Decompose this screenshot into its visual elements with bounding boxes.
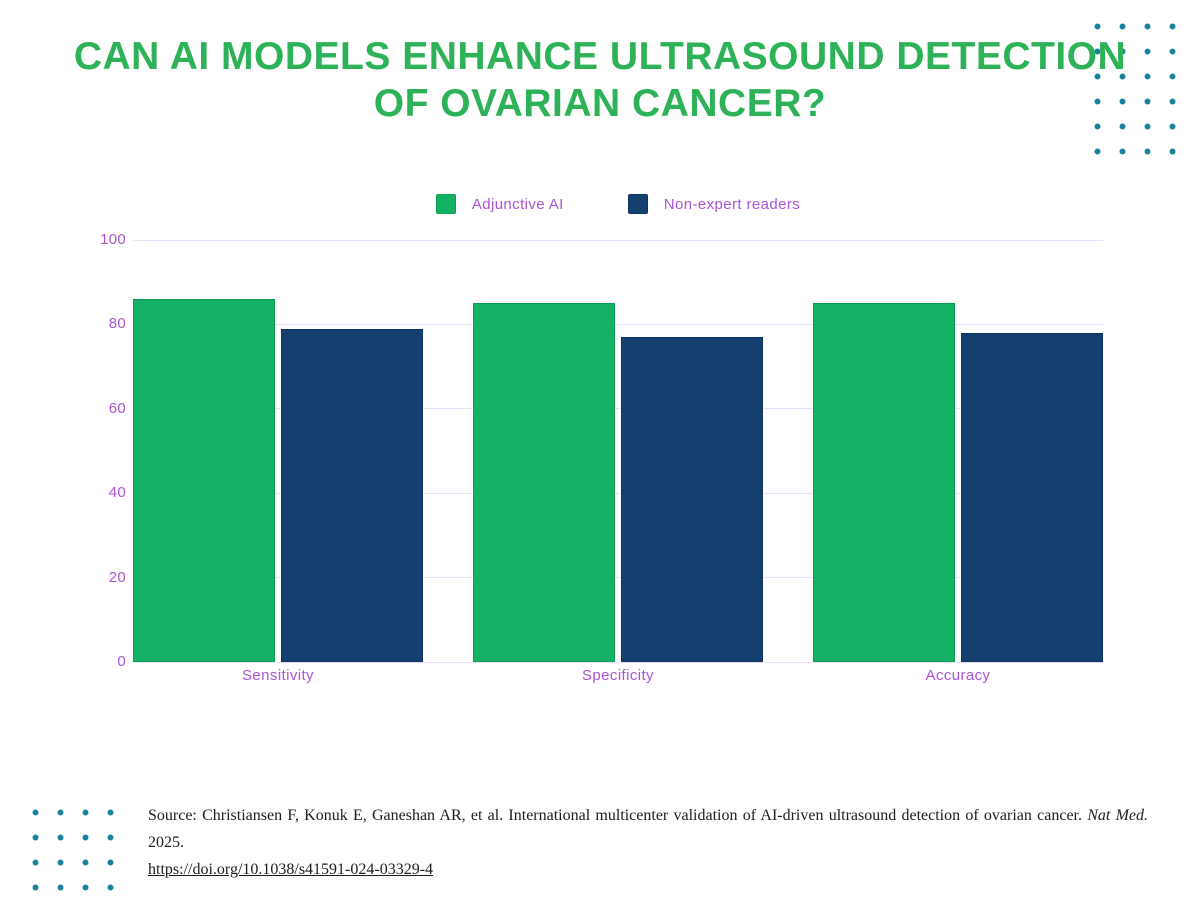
y-tick-label-80: 80 [108, 315, 126, 333]
legend-swatch-navy-icon [627, 194, 648, 214]
x-axis: Sensitivity Specificity Accuracy [133, 667, 1103, 691]
gridline-40 [133, 492, 1103, 494]
y-tick-label-100: 100 [100, 231, 126, 248]
bar-non-expert-readers-accuracy [961, 332, 1103, 662]
legend-swatch-green-icon [435, 194, 456, 214]
bar-adjunctive-ai-sensitivity [133, 299, 275, 662]
legend-item-adjunctive-ai: Adjunctive AI [435, 194, 564, 214]
x-label-accuracy: Accuracy [925, 667, 991, 684]
y-tick-label-40: 40 [108, 484, 126, 502]
bar-non-expert-readers-specificity [621, 337, 763, 662]
dot-grid-bottom-left [23, 800, 123, 900]
source-citation-text: Source: Christiansen F, Konuk E, Ganesha… [148, 802, 1148, 856]
x-label-sensitivity: Sensitivity [242, 667, 314, 684]
gridline-0 [133, 661, 1103, 663]
y-tick-label-20: 20 [108, 568, 126, 586]
page-title-line2: OF OVARIAN CANCER? [373, 82, 827, 125]
dot-grid-top-right [1085, 14, 1185, 164]
gridline-20 [133, 577, 1103, 579]
chart-legend: Adjunctive AI Non-expert readers [133, 194, 1103, 214]
bar-adjunctive-ai-specificity [473, 303, 615, 662]
y-tick-label-0: 0 [117, 653, 126, 670]
source-link-line: https://doi.org/10.1038/s41591-024-03329… [148, 856, 1148, 883]
y-axis: 0 20 40 60 80 100 [78, 231, 126, 670]
bar-adjunctive-ai-accuracy [813, 303, 955, 662]
gridline-100 [133, 239, 1103, 241]
gridline-80 [133, 323, 1103, 325]
source-link[interactable]: https://doi.org/10.1038/s41591-024-03329… [148, 861, 434, 878]
gridline-60 [133, 408, 1103, 410]
x-label-specificity: Specificity [582, 667, 654, 684]
legend-item-non-expert-readers: Non-expert readers [627, 194, 801, 214]
legend-label: Adjunctive AI [471, 195, 564, 213]
bar-non-expert-readers-sensitivity [281, 328, 423, 662]
legend-label: Non-expert readers [663, 195, 801, 213]
source-journal: Nat Med. [1087, 807, 1149, 824]
page-title: CAN AI MODELS ENHANCE ULTRASOUND DETECTI… [0, 33, 1200, 127]
page-title-line1: CAN AI MODELS ENHANCE ULTRASOUND DETECTI… [73, 35, 1127, 78]
source-year: 2025. [148, 834, 184, 851]
source-prefix: Source: Christiansen F, Konuk E, Ganesha… [148, 807, 1082, 824]
plot-area [133, 239, 1103, 663]
source-citation: Source: Christiansen F, Konuk E, Ganesha… [148, 802, 1148, 883]
y-tick-label-60: 60 [108, 399, 126, 417]
